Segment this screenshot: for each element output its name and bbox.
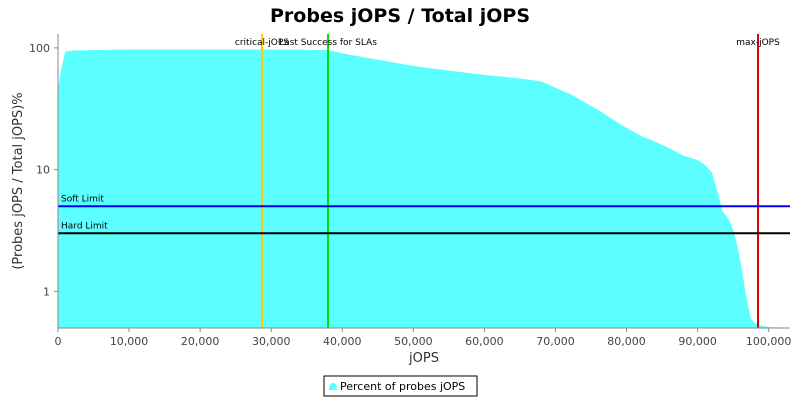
- axes: [57, 34, 790, 329]
- y-axis-label: (Probes jOPS / Total jOPS)%: [11, 92, 26, 269]
- horizontal-markers: Soft Limit Hard Limit: [58, 194, 790, 235]
- x-tick-label-9: 90,000: [678, 335, 717, 348]
- x-tick-label-10: 100,000: [746, 335, 792, 348]
- chart-title: Probes jOPS / Total jOPS: [270, 5, 530, 27]
- legend: Percent of probes jOPS: [323, 375, 478, 397]
- limit-label-0: Soft Limit: [61, 194, 104, 204]
- x-tick-label-5: 50,000: [394, 335, 433, 348]
- x-axis-label: jOPS: [408, 351, 439, 366]
- x-tick-label-4: 40,000: [323, 335, 362, 348]
- legend-swatch-icon: [329, 383, 337, 390]
- x-tick-label-6: 60,000: [465, 335, 504, 348]
- x-tick-label-8: 80,000: [607, 335, 646, 348]
- x-tick-label-1: 10,000: [110, 335, 149, 348]
- marker-label-2: max-jOPS: [736, 38, 780, 48]
- legend-label: Percent of probes jOPS: [340, 380, 465, 393]
- marker-label-0: critical-jOPS: [235, 38, 289, 48]
- y-tick-label-0: 1: [43, 285, 50, 298]
- y-axis-ticks: 1 10 100: [29, 42, 58, 298]
- y-tick-label-1: 10: [36, 164, 50, 177]
- x-tick-label-7: 70,000: [536, 335, 575, 348]
- legend-box: [323, 375, 478, 397]
- series-area: [58, 49, 790, 328]
- limit-label-1: Hard Limit: [61, 221, 108, 231]
- x-tick-label-0: 0: [55, 335, 62, 348]
- marker-label-1: Last Success for SLAs: [279, 38, 377, 48]
- y-tick-label-2: 100: [29, 42, 50, 55]
- x-tick-label-3: 30,000: [252, 335, 291, 348]
- x-tick-label-2: 20,000: [181, 335, 220, 348]
- x-axis-ticks: 0 10,000 20,000 30,000 40,000 50,000 60,000 70,…: [55, 328, 792, 348]
